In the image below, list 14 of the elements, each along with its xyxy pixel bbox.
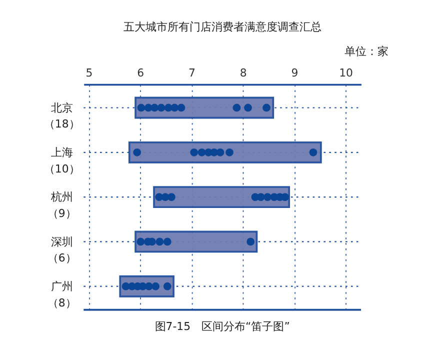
y-tick-label: 广州（8） [47, 280, 76, 310]
x-tick-label: 5 [86, 66, 93, 80]
text: 单位：家 [344, 45, 388, 58]
y-tick-label: 上海（10） [44, 146, 80, 176]
y-tick-label: 杭州（9） [47, 190, 76, 220]
x-tick-label: 7 [188, 66, 196, 80]
x-tick-label: 10 [339, 66, 354, 80]
x-tick-label: 6 [137, 66, 144, 80]
y-tick-label: 北京（18） [44, 101, 80, 131]
x-tick-label: 9 [291, 66, 298, 80]
caption: 图7-15 区间分布“笛子图” [154, 320, 290, 333]
y-tick-label: 深圳（6） [47, 235, 76, 265]
x-tick-label: 8 [240, 66, 247, 80]
chart-title: 五大城市所有门店消费者满意度调查汇总 [123, 20, 322, 34]
